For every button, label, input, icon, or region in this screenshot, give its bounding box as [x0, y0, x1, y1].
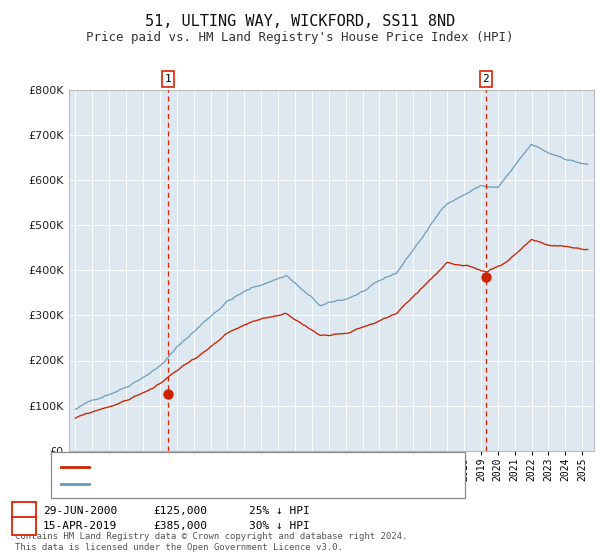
- Text: 51, ULTING WAY, WICKFORD, SS11 8ND: 51, ULTING WAY, WICKFORD, SS11 8ND: [145, 14, 455, 29]
- Text: 2: 2: [20, 521, 28, 531]
- Text: 2: 2: [482, 74, 489, 84]
- Text: Price paid vs. HM Land Registry's House Price Index (HPI): Price paid vs. HM Land Registry's House …: [86, 31, 514, 44]
- Text: £385,000: £385,000: [153, 521, 207, 531]
- Text: Contains HM Land Registry data © Crown copyright and database right 2024.: Contains HM Land Registry data © Crown c…: [15, 532, 407, 541]
- Text: 15-APR-2019: 15-APR-2019: [43, 521, 118, 531]
- Text: This data is licensed under the Open Government Licence v3.0.: This data is licensed under the Open Gov…: [15, 543, 343, 552]
- Text: 1: 1: [165, 74, 172, 84]
- Text: 29-JUN-2000: 29-JUN-2000: [43, 506, 118, 516]
- Text: 25% ↓ HPI: 25% ↓ HPI: [249, 506, 310, 516]
- Text: 1: 1: [20, 506, 28, 516]
- Text: £125,000: £125,000: [153, 506, 207, 516]
- Text: HPI: Average price, detached house, Basildon: HPI: Average price, detached house, Basi…: [94, 479, 368, 489]
- Text: 30% ↓ HPI: 30% ↓ HPI: [249, 521, 310, 531]
- Text: 51, ULTING WAY, WICKFORD, SS11 8ND (detached house): 51, ULTING WAY, WICKFORD, SS11 8ND (deta…: [94, 461, 412, 472]
